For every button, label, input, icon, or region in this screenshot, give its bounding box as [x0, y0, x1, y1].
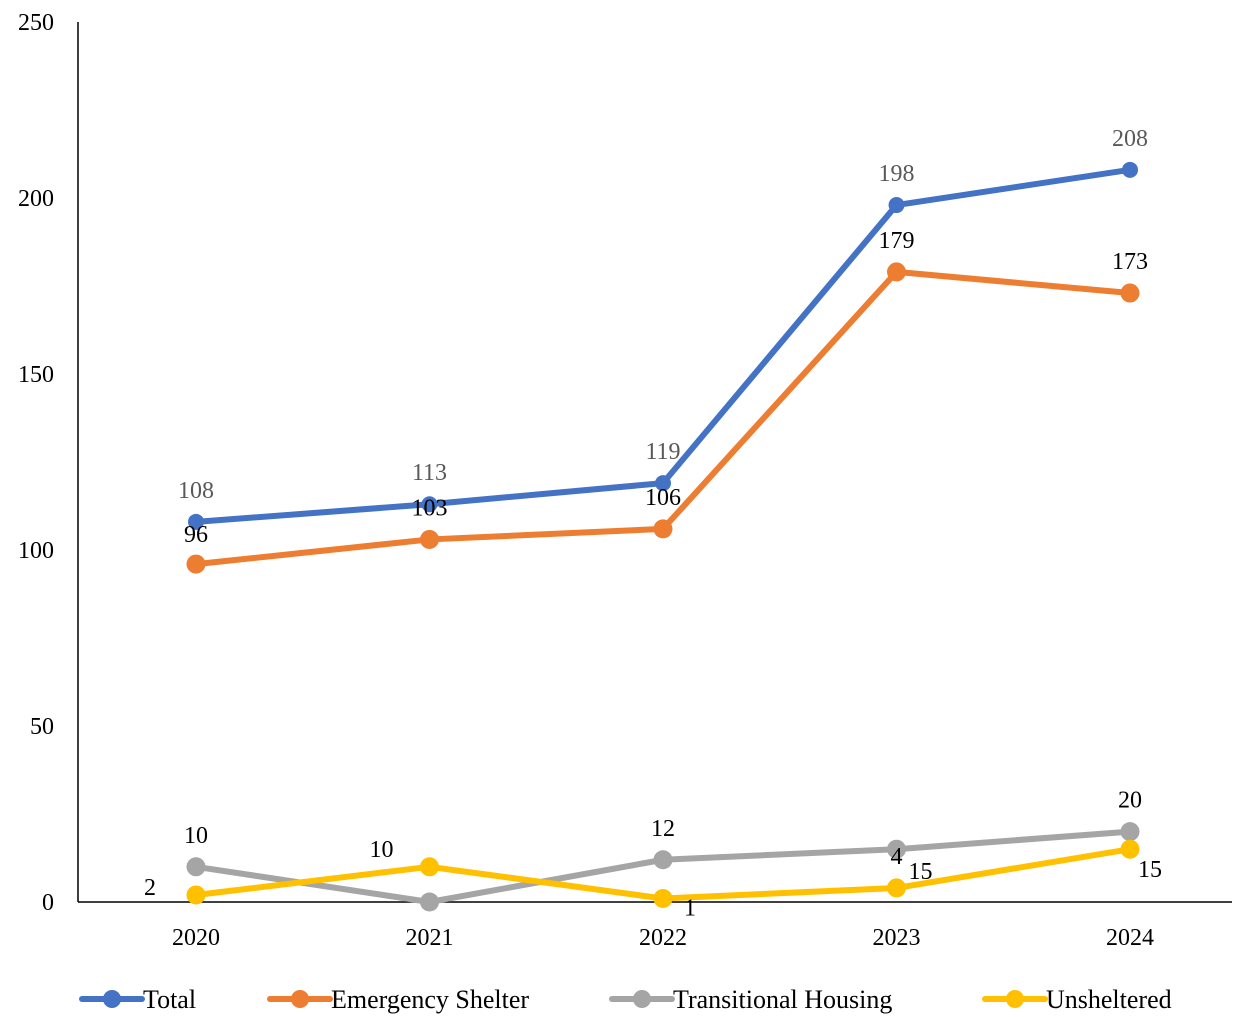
- legend-label: Total: [143, 985, 196, 1014]
- data-point: [420, 892, 439, 912]
- data-point: [1122, 161, 1138, 178]
- data-label: 15: [1138, 857, 1162, 883]
- x-tick-label: 2023: [873, 925, 921, 951]
- data-point: [888, 197, 905, 214]
- data-label: 4: [891, 844, 903, 870]
- legend: Total Emergency Shelter Transitional Housi…: [79, 985, 1172, 1014]
- legend-label: Emergency Shelter: [331, 985, 529, 1014]
- legend-label: Transitional Housing: [673, 985, 892, 1014]
- data-label: 198: [879, 161, 915, 187]
- legend-swatch-marker: [1006, 990, 1024, 1008]
- y-tick-label: 50: [30, 714, 54, 740]
- y-tick-label: 150: [18, 362, 54, 388]
- data-point: [887, 262, 906, 282]
- data-label: 208: [1112, 126, 1148, 152]
- legend-swatch-marker: [103, 990, 121, 1008]
- data-label: 179: [879, 228, 915, 254]
- data-point: [186, 885, 206, 905]
- data-label: 96: [184, 522, 208, 548]
- data-label: 15: [909, 859, 933, 885]
- data-labels: 108 113 119 198 208 96 103 106 179 173 10 12 15 20 2 10…: [144, 126, 1162, 922]
- legend-label: Unsheltered: [1046, 985, 1172, 1014]
- legend-swatch-marker: [633, 990, 651, 1008]
- data-point: [1120, 283, 1140, 303]
- data-label: 119: [645, 439, 680, 465]
- series-points: [186, 161, 1140, 912]
- data-point: [653, 850, 673, 870]
- y-tick-label: 0: [42, 890, 54, 916]
- y-tick-label: 250: [18, 10, 54, 36]
- y-axis-ticks: 0 50 100 150 200 250: [18, 10, 54, 916]
- data-point: [186, 857, 206, 877]
- data-label: 20: [1118, 788, 1142, 814]
- data-point: [186, 554, 206, 574]
- data-point: [421, 496, 438, 513]
- data-point: [653, 519, 673, 539]
- x-tick-label: 2020: [172, 925, 220, 951]
- data-point: [1120, 822, 1140, 842]
- data-point: [420, 857, 439, 877]
- data-point: [655, 475, 671, 492]
- data-point: [420, 529, 439, 549]
- series-line: [193, 166, 1133, 525]
- legend-swatch-marker: [291, 990, 309, 1008]
- data-label: 10: [370, 837, 394, 863]
- data-point: [653, 888, 673, 908]
- y-tick-label: 100: [18, 538, 54, 564]
- data-label: 12: [651, 816, 675, 842]
- data-label: 113: [412, 460, 447, 486]
- x-tick-label: 2021: [406, 925, 454, 951]
- x-axis-ticks: 2020 2021 2022 2023 2024: [172, 925, 1154, 951]
- data-label: 1: [684, 895, 696, 921]
- data-point: [1120, 839, 1140, 859]
- data-point: [887, 878, 906, 898]
- y-tick-label: 200: [18, 186, 54, 212]
- data-label: 173: [1112, 249, 1148, 275]
- data-label: 2: [144, 875, 156, 901]
- data-label: 103: [412, 495, 448, 521]
- data-point: [887, 839, 906, 859]
- data-label: 108: [178, 478, 214, 504]
- x-tick-label: 2024: [1106, 925, 1154, 951]
- data-label: 10: [184, 823, 208, 849]
- data-label: 106: [645, 485, 681, 511]
- x-tick-label: 2022: [639, 925, 687, 951]
- data-point: [188, 513, 204, 530]
